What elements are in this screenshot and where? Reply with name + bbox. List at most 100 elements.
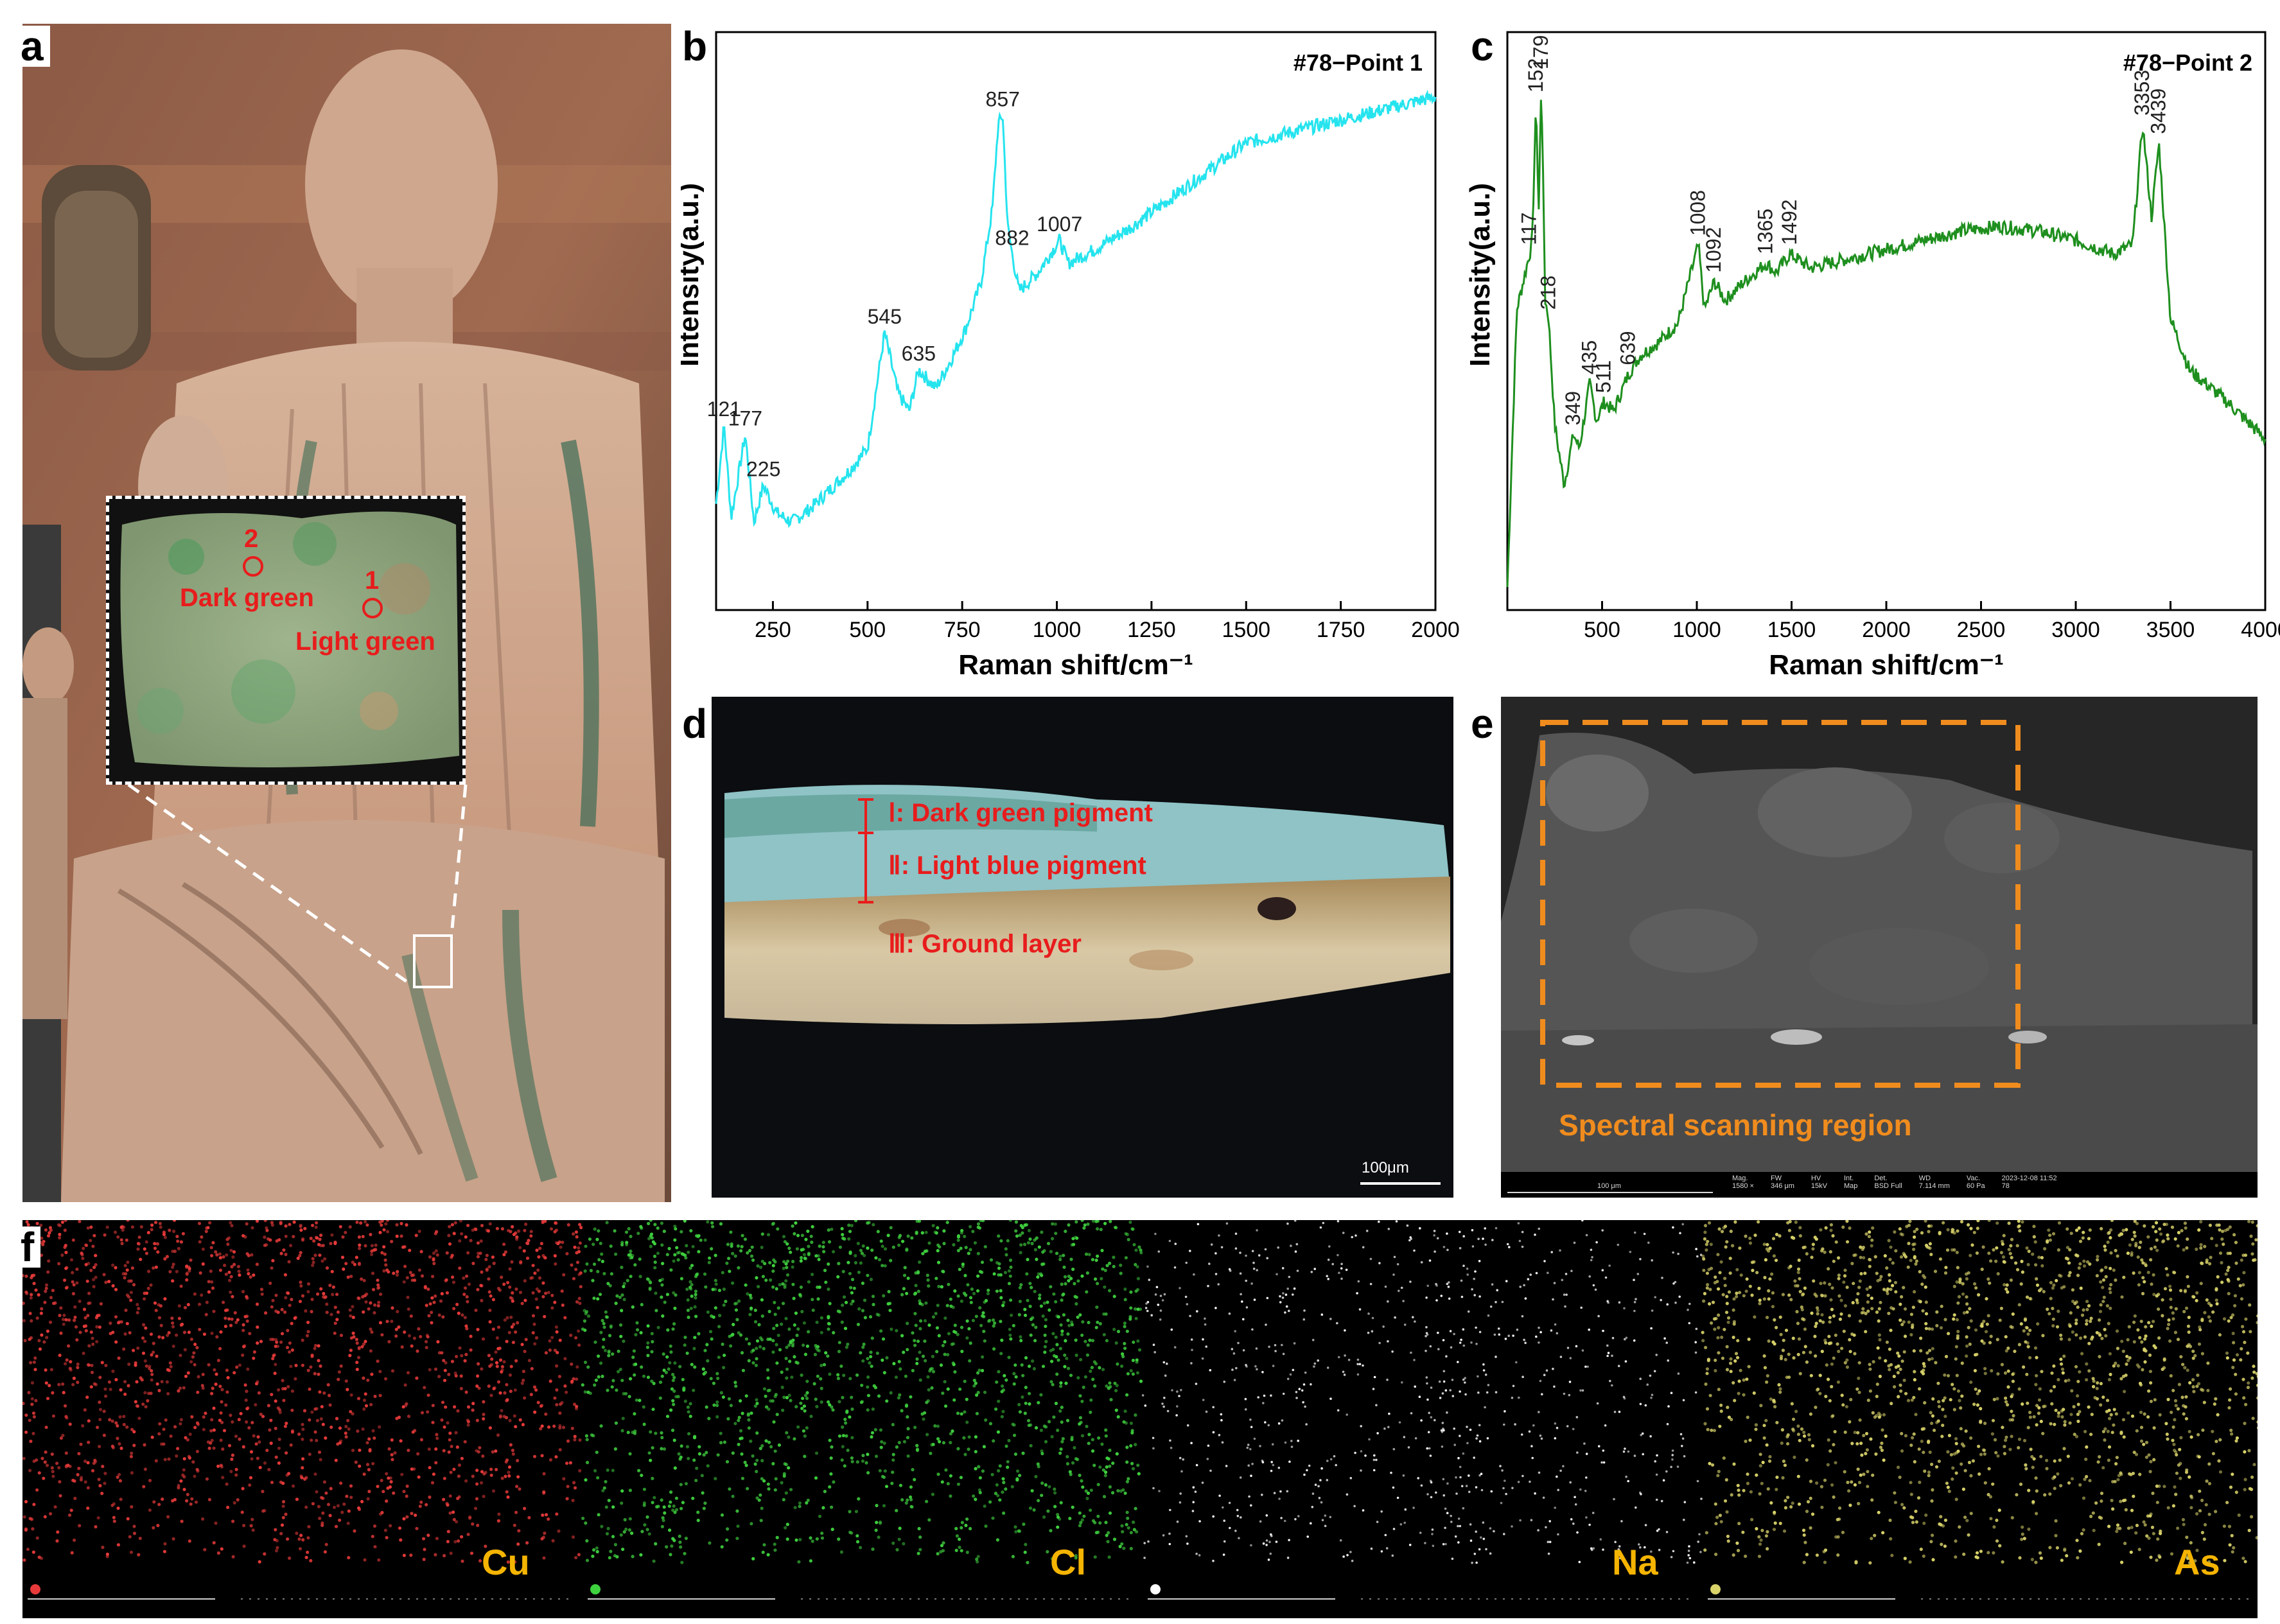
eds-dot [1529, 1480, 1531, 1483]
eds-dot [971, 1318, 975, 1322]
eds-dot [466, 1251, 470, 1255]
eds-dot [502, 1415, 506, 1419]
eds-dot [1539, 1379, 1542, 1383]
eds-dot [394, 1327, 398, 1331]
eds-dot [676, 1258, 680, 1262]
eds-dot [1198, 1520, 1201, 1523]
eds-dot [949, 1432, 953, 1436]
eds-dot [1146, 1300, 1150, 1304]
eds-dot [452, 1517, 456, 1521]
eds-dot [784, 1356, 788, 1361]
eds-dot [898, 1526, 902, 1530]
eds-dot [267, 1404, 270, 1408]
eds-dot [668, 1528, 672, 1532]
eds-dot [1270, 1461, 1273, 1463]
eds-dot [1308, 1464, 1311, 1467]
eds-dot [288, 1350, 292, 1354]
eds-dot [349, 1484, 353, 1488]
eds-dot [660, 1431, 663, 1435]
eds-dot [1543, 1260, 1546, 1262]
eds-dot [1574, 1503, 1577, 1506]
eds-dot [1131, 1358, 1135, 1363]
eds-dot [1032, 1366, 1036, 1371]
eds-dot [81, 1424, 85, 1428]
eds-dot [1007, 1356, 1011, 1359]
eds-dot [118, 1320, 121, 1324]
eds-dot [1695, 1248, 1697, 1250]
eds-dot [382, 1228, 386, 1232]
eds-dot [157, 1432, 161, 1436]
eds-dot [1252, 1261, 1255, 1264]
eds-dot [1802, 1434, 1807, 1438]
eds-dot [1666, 1422, 1669, 1426]
eds-dot [161, 1497, 164, 1501]
eds-dot [909, 1485, 913, 1489]
eds-dot [182, 1386, 186, 1390]
eds-dot [595, 1550, 599, 1553]
eds-dot [690, 1294, 694, 1298]
eds-dot [634, 1332, 638, 1337]
eds-dot [143, 1297, 146, 1301]
eds-dot [1372, 1388, 1375, 1390]
eds-dot [339, 1439, 343, 1443]
eds-dot [376, 1286, 380, 1290]
eds-dot [242, 1544, 246, 1548]
eds-dot [662, 1368, 666, 1372]
eds-dot [71, 1238, 75, 1242]
eds-dot [556, 1350, 559, 1354]
eds-dot [694, 1314, 698, 1318]
eds-dot [471, 1402, 475, 1406]
eds-dot [309, 1365, 313, 1369]
eds-dot [660, 1436, 664, 1440]
eds-dot [1468, 1490, 1471, 1493]
eds-dot [1462, 1328, 1465, 1331]
eds-dot [1425, 1349, 1427, 1352]
eds-dot [34, 1288, 38, 1292]
eds-dot [64, 1266, 68, 1270]
sem-footer-field: Det. BSD Full [1874, 1174, 1902, 1190]
eds-dot [744, 1337, 748, 1341]
eds-dot [1674, 1280, 1677, 1284]
eds-dot [1876, 1346, 1880, 1350]
eds-dot [477, 1252, 480, 1255]
eds-dot [373, 1311, 376, 1314]
eds-dot [1529, 1273, 1532, 1276]
eds-dot [349, 1314, 353, 1318]
eds-dot [132, 1430, 136, 1434]
eds-dot [1168, 1542, 1171, 1546]
eds-dot [1462, 1507, 1465, 1510]
eds-dot [396, 1270, 399, 1273]
eds-dot [344, 1230, 347, 1234]
eds-dot [1504, 1410, 1506, 1413]
eds-dot [487, 1354, 491, 1358]
eds-dot [1471, 1245, 1475, 1248]
eds-dot [2089, 1320, 2092, 1323]
eds-dot [149, 1332, 153, 1336]
eds-dot [986, 1291, 990, 1296]
eds-dot [371, 1271, 375, 1275]
eds-dot [509, 1365, 513, 1368]
eds-dot [1478, 1331, 1482, 1334]
eds-dot [1606, 1300, 1609, 1303]
eds-dot [1425, 1332, 1428, 1334]
eds-dot [284, 1512, 288, 1516]
eds-dot [926, 1399, 930, 1403]
eds-dot [1066, 1366, 1071, 1370]
eds-dot [163, 1458, 167, 1462]
eds-dot [744, 1394, 748, 1398]
eds-dot [338, 1518, 342, 1522]
eds-dot [112, 1515, 116, 1519]
eds-dot [1426, 1284, 1429, 1288]
eds-dot [1538, 1227, 1540, 1230]
eds-dot [1842, 1280, 1846, 1284]
eds-dot [514, 1231, 518, 1235]
eds-dot [901, 1239, 905, 1243]
eds-dot [754, 1363, 758, 1367]
eds-dot [1192, 1486, 1195, 1489]
eds-dot [1186, 1542, 1189, 1545]
eds-dot [684, 1481, 688, 1486]
eds-dot [207, 1363, 211, 1366]
eds-dot [311, 1261, 315, 1264]
eds-dot [193, 1292, 197, 1296]
eds-dot [1231, 1368, 1234, 1371]
